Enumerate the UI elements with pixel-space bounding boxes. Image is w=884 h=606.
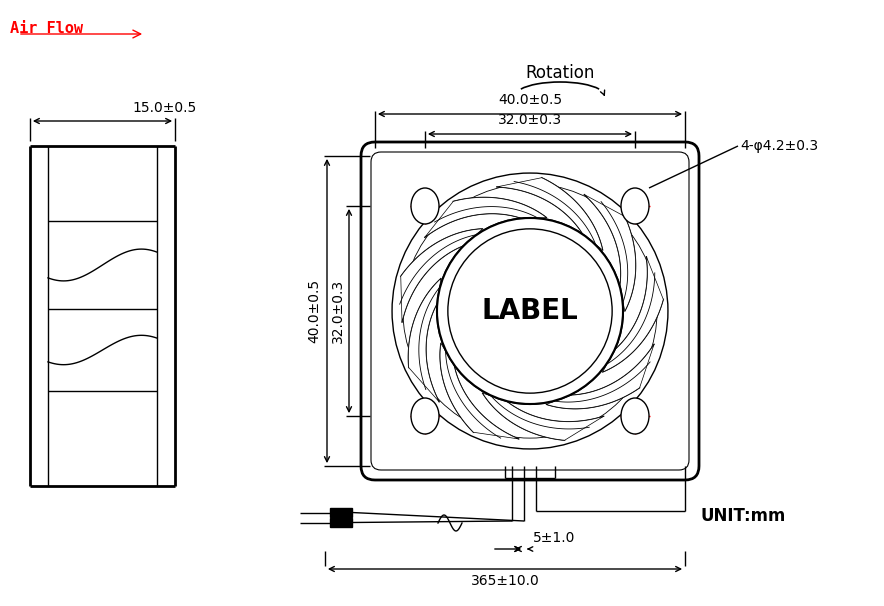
Polygon shape — [425, 198, 546, 238]
Text: Air Flow: Air Flow — [10, 21, 83, 36]
Text: LABEL: LABEL — [482, 297, 578, 325]
Bar — [330, 518, 352, 527]
Circle shape — [437, 218, 623, 404]
Ellipse shape — [411, 398, 439, 434]
Text: 32.0±0.3: 32.0±0.3 — [331, 279, 345, 343]
Circle shape — [437, 218, 623, 404]
Polygon shape — [400, 229, 483, 322]
FancyBboxPatch shape — [361, 142, 699, 480]
Text: 365±10.0: 365±10.0 — [470, 574, 539, 588]
Text: 40.0±0.5: 40.0±0.5 — [498, 93, 562, 107]
Text: 5±1.0: 5±1.0 — [533, 531, 575, 545]
Text: 32.0±0.3: 32.0±0.3 — [498, 113, 562, 127]
Text: Rotation: Rotation — [525, 64, 595, 82]
Polygon shape — [546, 344, 654, 408]
Polygon shape — [584, 195, 636, 311]
Ellipse shape — [411, 188, 439, 224]
Text: UNIT:mm: UNIT:mm — [700, 507, 785, 525]
Polygon shape — [497, 178, 603, 250]
Polygon shape — [603, 257, 663, 372]
Ellipse shape — [621, 398, 649, 434]
Polygon shape — [440, 344, 519, 439]
Ellipse shape — [621, 188, 649, 224]
Text: 40.0±0.5: 40.0±0.5 — [307, 279, 321, 343]
Polygon shape — [408, 279, 441, 402]
Text: 15.0±0.5: 15.0±0.5 — [133, 101, 197, 115]
Text: 4-φ4.2±0.3: 4-φ4.2±0.3 — [740, 139, 818, 153]
Bar — [330, 508, 352, 517]
Polygon shape — [483, 393, 604, 440]
